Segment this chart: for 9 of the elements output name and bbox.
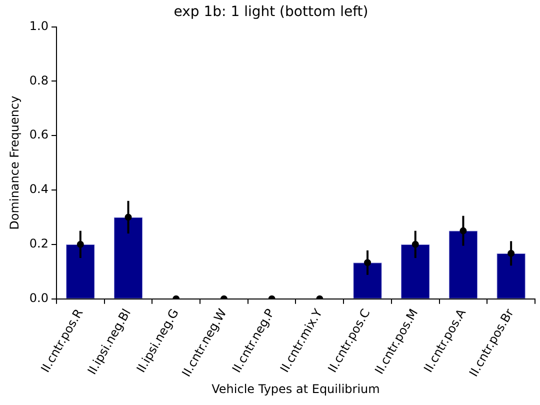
x-axis-title: Vehicle Types at Equilibrium [212,382,380,396]
y-tick-label: 1.0 [29,18,48,33]
y-tick-label: 0.0 [29,290,48,305]
y-tick-label: 0.4 [29,182,48,196]
y-tick-label: 0.6 [29,128,48,142]
chart-title: exp 1b: 1 light (bottom left) [174,4,368,20]
y-tick-label: 0.8 [29,73,48,88]
y-tick-label: 0.2 [29,236,48,251]
y-axis-title: Dominance Frequency [7,96,22,230]
